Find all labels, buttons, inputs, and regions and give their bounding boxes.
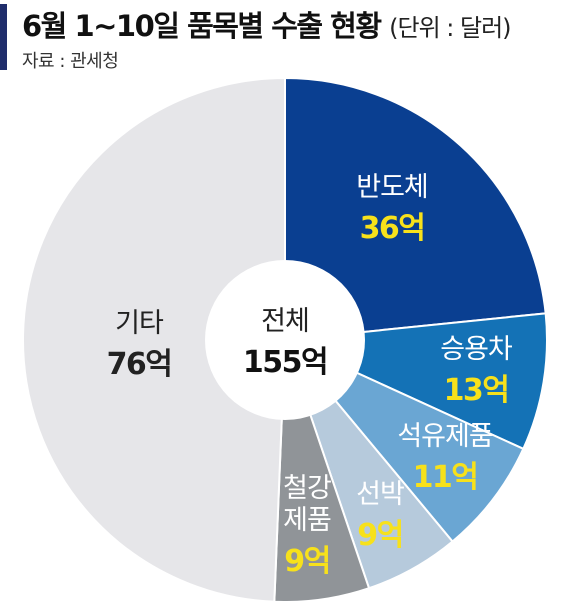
slice-value-1: 13억 xyxy=(444,373,509,408)
pie-slice-0 xyxy=(284,76,547,342)
center-value: 155억 xyxy=(243,345,327,380)
pie-slice-5 xyxy=(22,76,286,601)
slice-value-3: 9억 xyxy=(357,518,402,553)
slice-label-0: 반도체 36억 xyxy=(356,172,429,246)
chart-source: 자료 : 관세청 xyxy=(22,51,119,72)
title-accent-bar xyxy=(0,4,7,70)
slice-value-4: 9억 xyxy=(284,544,329,579)
center-label: 전체 xyxy=(261,306,309,337)
slice-name-1: 승용차 xyxy=(440,334,513,365)
slice-value-5: 76억 xyxy=(107,347,172,382)
slice-name-5: 기타 xyxy=(115,308,164,339)
donut-center xyxy=(205,260,365,420)
slice-label-5: 기타 76억 xyxy=(107,308,173,382)
chart-title-text: 6월 1~10일 품목별 수출 현황 xyxy=(22,9,382,43)
chart-header: 6월 1~10일 품목별 수출 현황 (단위 : 달러) 자료 : 관세청 xyxy=(0,0,570,80)
slice-name-0: 반도체 xyxy=(356,172,428,203)
slice-label-3: 선박 9억 xyxy=(356,479,405,553)
slice-value-2: 11억 xyxy=(413,460,478,495)
slice-name-4-0: 철강 xyxy=(283,473,331,504)
slice-name-4-1: 제품 xyxy=(283,505,331,536)
slice-name-3: 선박 xyxy=(356,479,404,510)
chart-title: 6월 1~10일 품목별 수출 현황 (단위 : 달러) xyxy=(22,3,512,45)
slice-name-2: 석유제품 xyxy=(397,421,493,452)
slice-label-2: 석유제품 11억 xyxy=(397,421,494,495)
slice-label-1: 승용차 13억 xyxy=(440,334,514,408)
chart-unit: (단위 : 달러) xyxy=(389,14,511,42)
slice-value-0: 36억 xyxy=(360,211,425,246)
